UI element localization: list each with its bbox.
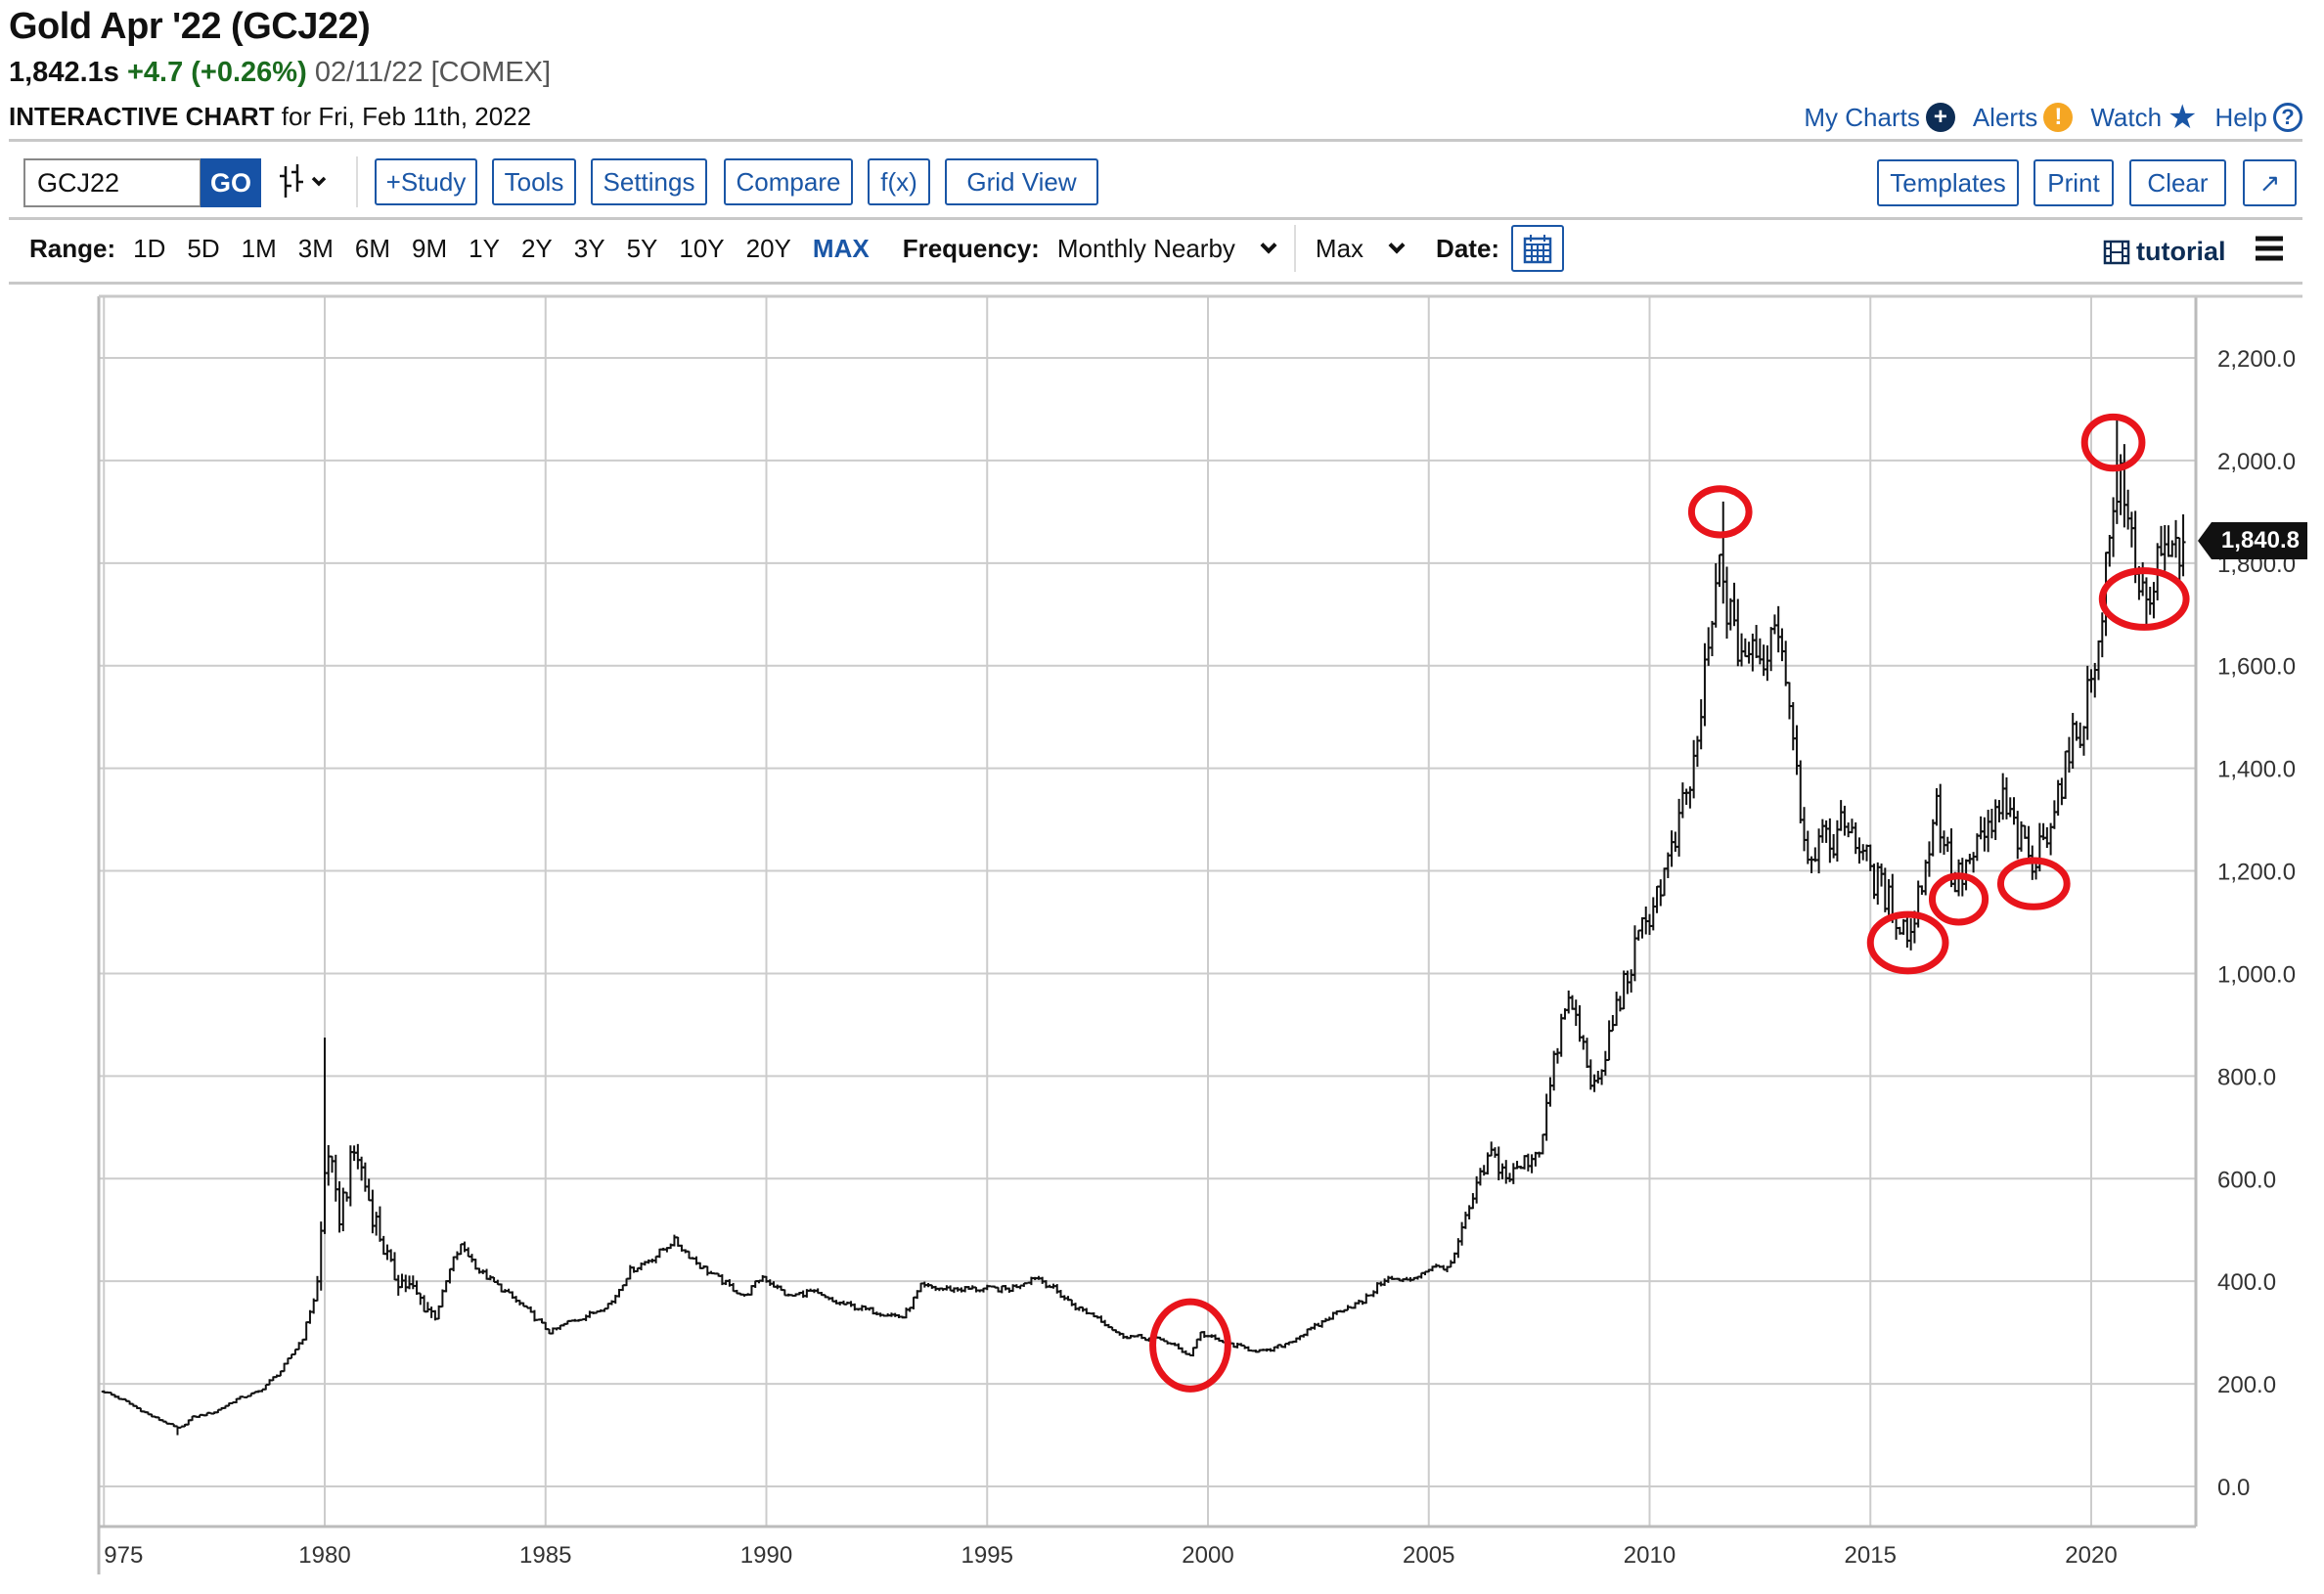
y-tick-label: 0.0 — [2217, 1475, 2250, 1501]
x-tick-label: 2000 — [1182, 1542, 1233, 1569]
chart-background — [0, 296, 2324, 1594]
x-tick-label: 2015 — [1845, 1542, 1897, 1569]
my-charts-link[interactable]: My Charts + — [1804, 102, 1955, 133]
film-icon — [2103, 240, 2130, 264]
watch-link[interactable]: Watch ★ — [2090, 98, 2197, 137]
range-1d[interactable]: 1D — [133, 233, 166, 263]
print-button[interactable]: Print — [2034, 159, 2114, 206]
range-label: Range: — [29, 233, 116, 263]
fx-button[interactable]: f(x) — [868, 158, 930, 205]
last-price-tag: 1,840.8 — [2198, 522, 2307, 559]
clear-button[interactable]: Clear — [2129, 159, 2226, 206]
help-icon: ? — [2273, 103, 2302, 132]
expand-button[interactable]: ↗ — [2243, 159, 2297, 206]
tutorial-link[interactable]: tutorial — [2103, 237, 2226, 267]
range-1m[interactable]: 1M — [241, 233, 277, 263]
annotation-ellipse — [1687, 485, 1753, 539]
y-tick-label: 1,600.0 — [2217, 654, 2296, 681]
divider — [9, 217, 2302, 220]
alerts-label: Alerts — [1972, 102, 2038, 132]
y-tick-label: 2,000.0 — [2217, 449, 2296, 475]
range-3m[interactable]: 3M — [297, 233, 334, 263]
y-tick-label: 200.0 — [2217, 1372, 2276, 1398]
plus-circle-icon: + — [1925, 103, 1955, 132]
range-9m[interactable]: 9M — [412, 233, 448, 263]
date-label: Date: — [1436, 233, 1500, 263]
x-tick-label: 1985 — [519, 1542, 571, 1569]
last-price: 1,842.1s — [9, 57, 119, 88]
x-tick-label: 2005 — [1403, 1542, 1454, 1569]
page-title: Gold Apr '22 (GCJ22) — [9, 6, 371, 47]
alert-icon: ! — [2043, 103, 2074, 132]
ohlc-bar — [2180, 513, 2186, 577]
tutorial-label: tutorial — [2136, 237, 2226, 266]
x-tick-label: 1980 — [298, 1542, 350, 1569]
subtitle-date: for Fri, Feb 11th, 2022 — [281, 102, 532, 131]
y-tick-label: 800.0 — [2217, 1064, 2276, 1090]
my-charts-label: My Charts — [1804, 102, 1920, 132]
settings-button[interactable]: Settings — [591, 158, 707, 205]
range-row: Range: 1D 5D 1M 3M 6M 9M 1Y 2Y 3Y 5Y 10Y… — [29, 225, 1565, 272]
range-3y[interactable]: 3Y — [573, 233, 605, 263]
go-button[interactable]: GO — [201, 158, 261, 207]
y-tick-label: 1,000.0 — [2217, 961, 2296, 988]
chart-subtitle: INTERACTIVE CHART for Fri, Feb 11th, 202… — [9, 102, 531, 132]
period-value: Max — [1315, 233, 1364, 263]
range-10y[interactable]: 10Y — [679, 233, 725, 263]
x-tick-label: 1995 — [961, 1542, 1013, 1569]
hamburger-icon — [2256, 236, 2283, 261]
range-1y[interactable]: 1Y — [469, 233, 500, 263]
subtitle-label: INTERACTIVE CHART — [9, 102, 275, 131]
study-button[interactable]: +Study — [375, 158, 477, 205]
annotation-ellipse — [2098, 567, 2190, 631]
help-link[interactable]: Help? — [2215, 103, 2302, 133]
x-tick-label: 2010 — [1624, 1542, 1676, 1569]
ohlc-bar-icon — [280, 164, 327, 198]
calendar-icon — [1523, 235, 1552, 264]
compare-button[interactable]: Compare — [724, 158, 853, 205]
annotation-ellipse — [1996, 857, 2071, 910]
calendar-button[interactable] — [1511, 225, 1565, 272]
range-5y[interactable]: 5Y — [626, 233, 658, 263]
quote-line: 1,842.1s +4.7 (+0.26%) 02/11/22 [COMEX] — [9, 57, 551, 89]
frequency-value: Monthly Nearby — [1056, 233, 1235, 263]
range-6m[interactable]: 6M — [354, 233, 390, 263]
templates-button[interactable]: Templates — [1877, 159, 2019, 206]
frequency-dropdown[interactable]: Monthly Nearby — [1057, 234, 1290, 264]
y-tick-label: 2,200.0 — [2217, 346, 2296, 373]
range-5d[interactable]: 5D — [187, 233, 220, 263]
divider — [9, 139, 2302, 142]
watch-label: Watch — [2090, 102, 2163, 132]
x-tick-label: 1990 — [740, 1542, 792, 1569]
range-20y[interactable]: 20Y — [745, 233, 791, 263]
tools-button[interactable]: Tools — [492, 158, 576, 205]
range-2y[interactable]: 2Y — [520, 233, 553, 263]
x-tick-label: 975 — [104, 1542, 143, 1569]
range-max[interactable]: MAX — [812, 233, 870, 263]
x-tick-label: 2020 — [2065, 1542, 2117, 1569]
toolbar-separator — [356, 156, 358, 207]
help-label: Help — [2214, 102, 2267, 132]
period-dropdown[interactable]: Max — [1316, 234, 1418, 264]
quote-meta: 02/11/22 [COMEX] — [314, 57, 552, 88]
y-tick-label: 600.0 — [2217, 1167, 2276, 1193]
annotation-ellipse — [1928, 872, 1989, 926]
star-icon: ★ — [2168, 99, 2198, 136]
price-change: +4.7 (+0.26%) — [126, 57, 307, 88]
divider — [9, 282, 2302, 285]
separator — [1293, 225, 1296, 272]
y-tick-label: 400.0 — [2217, 1269, 2276, 1296]
alerts-link[interactable]: Alerts! — [1972, 102, 2074, 133]
annotation-ellipse — [1149, 1298, 1231, 1393]
menu-button[interactable] — [2255, 235, 2284, 262]
frequency-label: Frequency: — [902, 233, 1040, 263]
top-links: My Charts + Alerts! Watch ★ Help? — [1804, 98, 2302, 137]
grid-view-button[interactable]: Grid View — [945, 158, 1098, 205]
annotation-ellipse — [1866, 910, 1949, 975]
chart-type-dropdown[interactable] — [278, 162, 336, 201]
annotation-ellipse — [2080, 413, 2146, 472]
y-tick-label: 1,400.0 — [2217, 757, 2296, 783]
y-tick-label: 1,200.0 — [2217, 860, 2296, 886]
